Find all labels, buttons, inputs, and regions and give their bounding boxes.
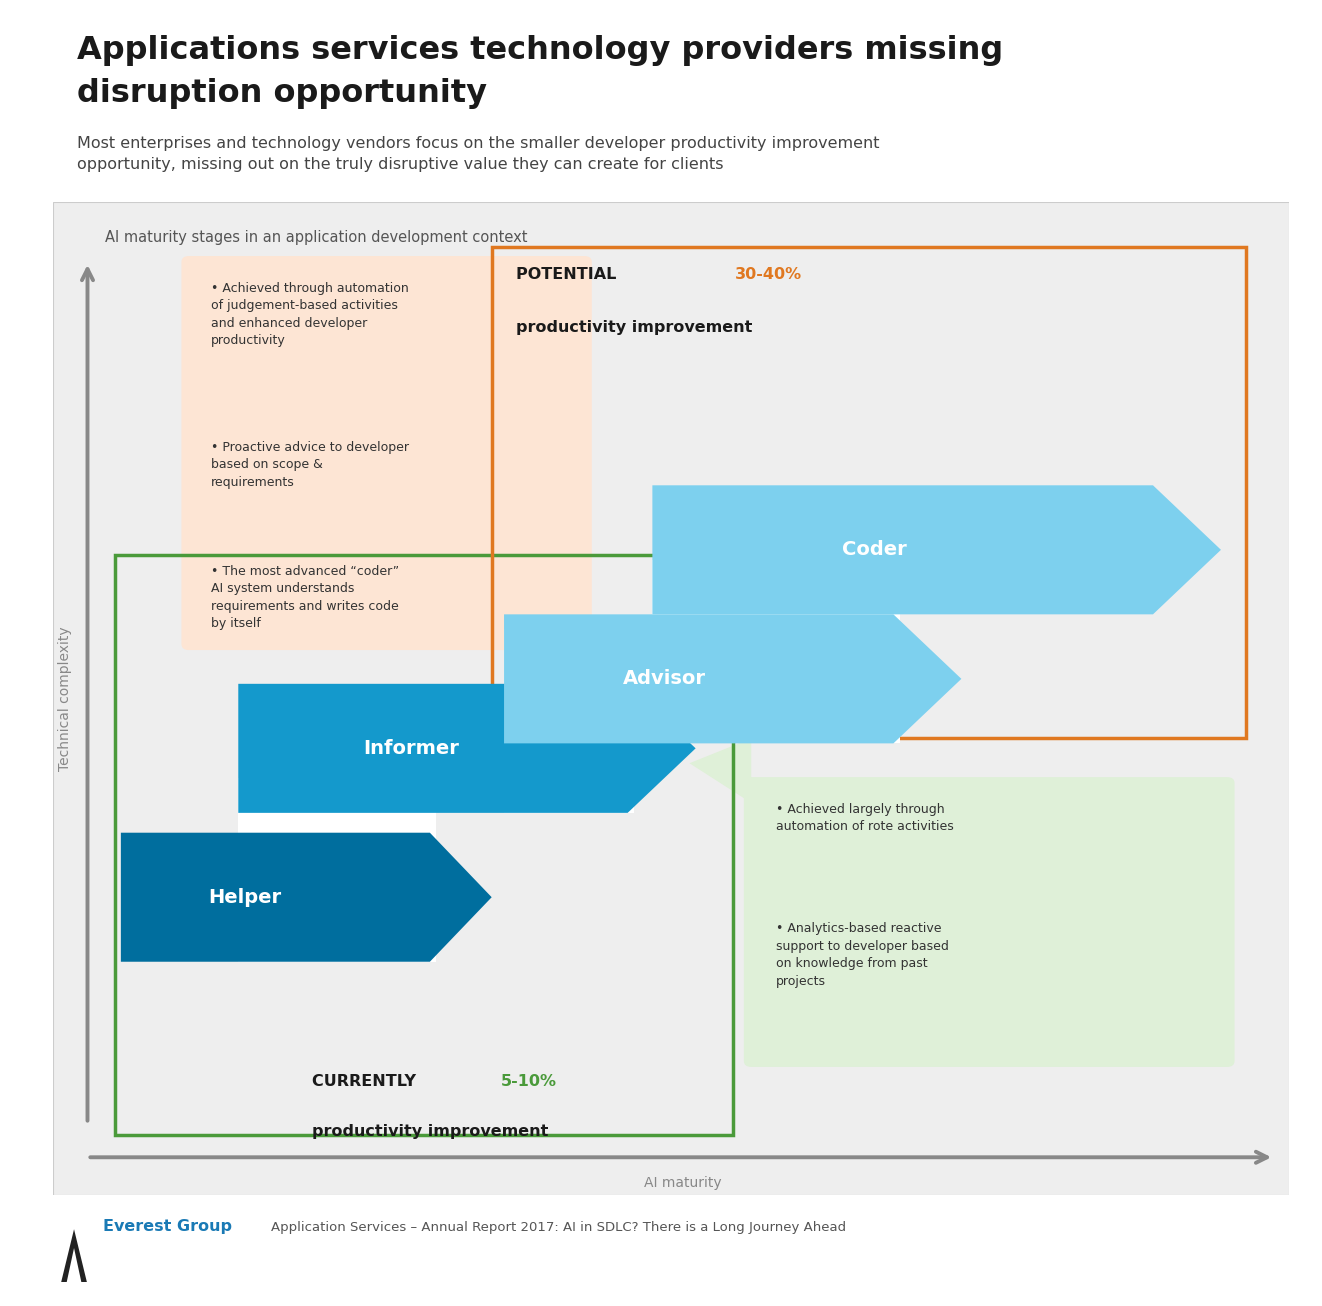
Text: productivity improvement: productivity improvement	[517, 320, 752, 334]
Polygon shape	[652, 486, 1222, 614]
Text: Informer: Informer	[364, 739, 459, 757]
Polygon shape	[120, 833, 492, 961]
Text: • Achieved through automation
of judgement-based activities
and enhanced develop: • Achieved through automation of judgeme…	[212, 282, 408, 347]
Text: disruption opportunity: disruption opportunity	[77, 78, 486, 110]
Text: 5-10%: 5-10%	[500, 1074, 557, 1089]
Text: Advisor: Advisor	[623, 670, 706, 688]
Text: Helper: Helper	[208, 888, 282, 906]
Text: Application Services – Annual Report 2017: AI in SDLC? There is a Long Journey A: Application Services – Annual Report 201…	[271, 1221, 846, 1234]
Text: • The most advanced “coder”
AI system understands
requirements and writes code
b: • The most advanced “coder” AI system un…	[212, 564, 399, 631]
Text: Coder: Coder	[842, 541, 907, 559]
Text: Most enterprises and technology vendors focus on the smaller developer productiv: Most enterprises and technology vendors …	[77, 136, 879, 172]
FancyBboxPatch shape	[238, 778, 436, 961]
Polygon shape	[504, 614, 961, 743]
FancyBboxPatch shape	[652, 560, 899, 743]
FancyBboxPatch shape	[181, 256, 592, 650]
Text: • Proactive advice to developer
based on scope &
requirements: • Proactive advice to developer based on…	[212, 440, 408, 488]
Text: • Analytics-based reactive
support to developer based
on knowledge from past
pro: • Analytics-based reactive support to de…	[776, 922, 949, 987]
FancyBboxPatch shape	[238, 778, 430, 961]
Text: Technical complexity: Technical complexity	[58, 627, 73, 771]
Polygon shape	[238, 684, 695, 812]
Text: CURRENTLY: CURRENTLY	[312, 1074, 422, 1089]
Text: Applications services technology providers missing: Applications services technology provide…	[77, 35, 1003, 67]
FancyBboxPatch shape	[504, 629, 633, 812]
Text: 30-40%: 30-40%	[735, 266, 802, 282]
Text: • Achieved largely through
automation of rote activities: • Achieved largely through automation of…	[776, 803, 953, 833]
FancyBboxPatch shape	[744, 777, 1235, 1067]
Text: AI maturity: AI maturity	[644, 1177, 722, 1190]
Polygon shape	[547, 644, 628, 688]
FancyBboxPatch shape	[53, 202, 1289, 1195]
Text: productivity improvement: productivity improvement	[312, 1123, 549, 1139]
Text: Everest Group: Everest Group	[103, 1220, 233, 1234]
Polygon shape	[690, 738, 751, 803]
Text: AI maturity stages in an application development context: AI maturity stages in an application dev…	[104, 230, 527, 246]
Text: POTENTIAL: POTENTIAL	[517, 266, 623, 282]
Polygon shape	[61, 1229, 87, 1282]
